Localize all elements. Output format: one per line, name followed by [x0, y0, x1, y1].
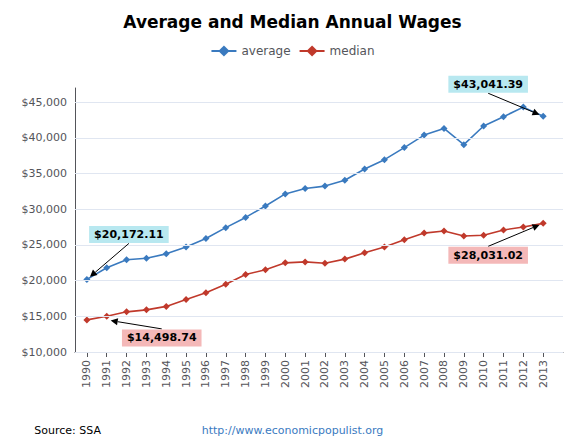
svg-text:1993: 1993: [140, 360, 153, 388]
svg-text:$35,000: $35,000: [22, 167, 68, 180]
svg-text:2000: 2000: [279, 360, 292, 388]
svg-text:2001: 2001: [299, 360, 312, 388]
svg-text:2004: 2004: [358, 360, 371, 388]
svg-text:$30,000: $30,000: [22, 203, 68, 216]
svg-text:2005: 2005: [378, 360, 391, 388]
svg-text:2013: 2013: [537, 360, 550, 388]
svg-text:$43,041.39: $43,041.39: [453, 78, 523, 91]
svg-text:$10,000: $10,000: [22, 346, 68, 359]
svg-text:2006: 2006: [398, 360, 411, 388]
svg-text:average: average: [241, 44, 290, 58]
svg-text:2010: 2010: [477, 360, 490, 388]
svg-text:$45,000: $45,000: [22, 96, 68, 109]
svg-text:2011: 2011: [497, 360, 510, 388]
svg-text:2007: 2007: [418, 360, 431, 388]
svg-text:1995: 1995: [180, 360, 193, 388]
svg-text:$40,000: $40,000: [22, 131, 68, 144]
svg-text:2008: 2008: [437, 360, 450, 388]
svg-text:2012: 2012: [517, 360, 530, 388]
svg-text:$20,172.11: $20,172.11: [94, 228, 164, 241]
svg-text:1998: 1998: [239, 360, 252, 388]
svg-text:1999: 1999: [259, 360, 272, 388]
svg-text:2002: 2002: [318, 360, 331, 388]
svg-text:1992: 1992: [120, 360, 133, 388]
svg-text:1996: 1996: [199, 360, 212, 388]
svg-text:Source: SSA: Source: SSA: [34, 424, 101, 437]
svg-text:$14,498.74: $14,498.74: [127, 331, 197, 344]
svg-text:$15,000: $15,000: [22, 310, 68, 323]
svg-text:1997: 1997: [219, 360, 232, 388]
svg-text:$28,031.02: $28,031.02: [453, 249, 523, 262]
svg-text:1991: 1991: [100, 360, 113, 388]
svg-text:$20,000: $20,000: [22, 274, 68, 287]
svg-text:2009: 2009: [457, 360, 470, 388]
svg-text:median: median: [330, 44, 375, 58]
svg-text:http://www.economicpopulist.or: http://www.economicpopulist.org: [202, 424, 384, 437]
svg-text:Average and Median Annual Wage: Average and Median Annual Wages: [123, 12, 461, 32]
svg-text:1990: 1990: [80, 360, 93, 388]
svg-text:2003: 2003: [338, 360, 351, 388]
svg-text:1994: 1994: [160, 360, 173, 388]
svg-text:$25,000: $25,000: [22, 238, 68, 251]
